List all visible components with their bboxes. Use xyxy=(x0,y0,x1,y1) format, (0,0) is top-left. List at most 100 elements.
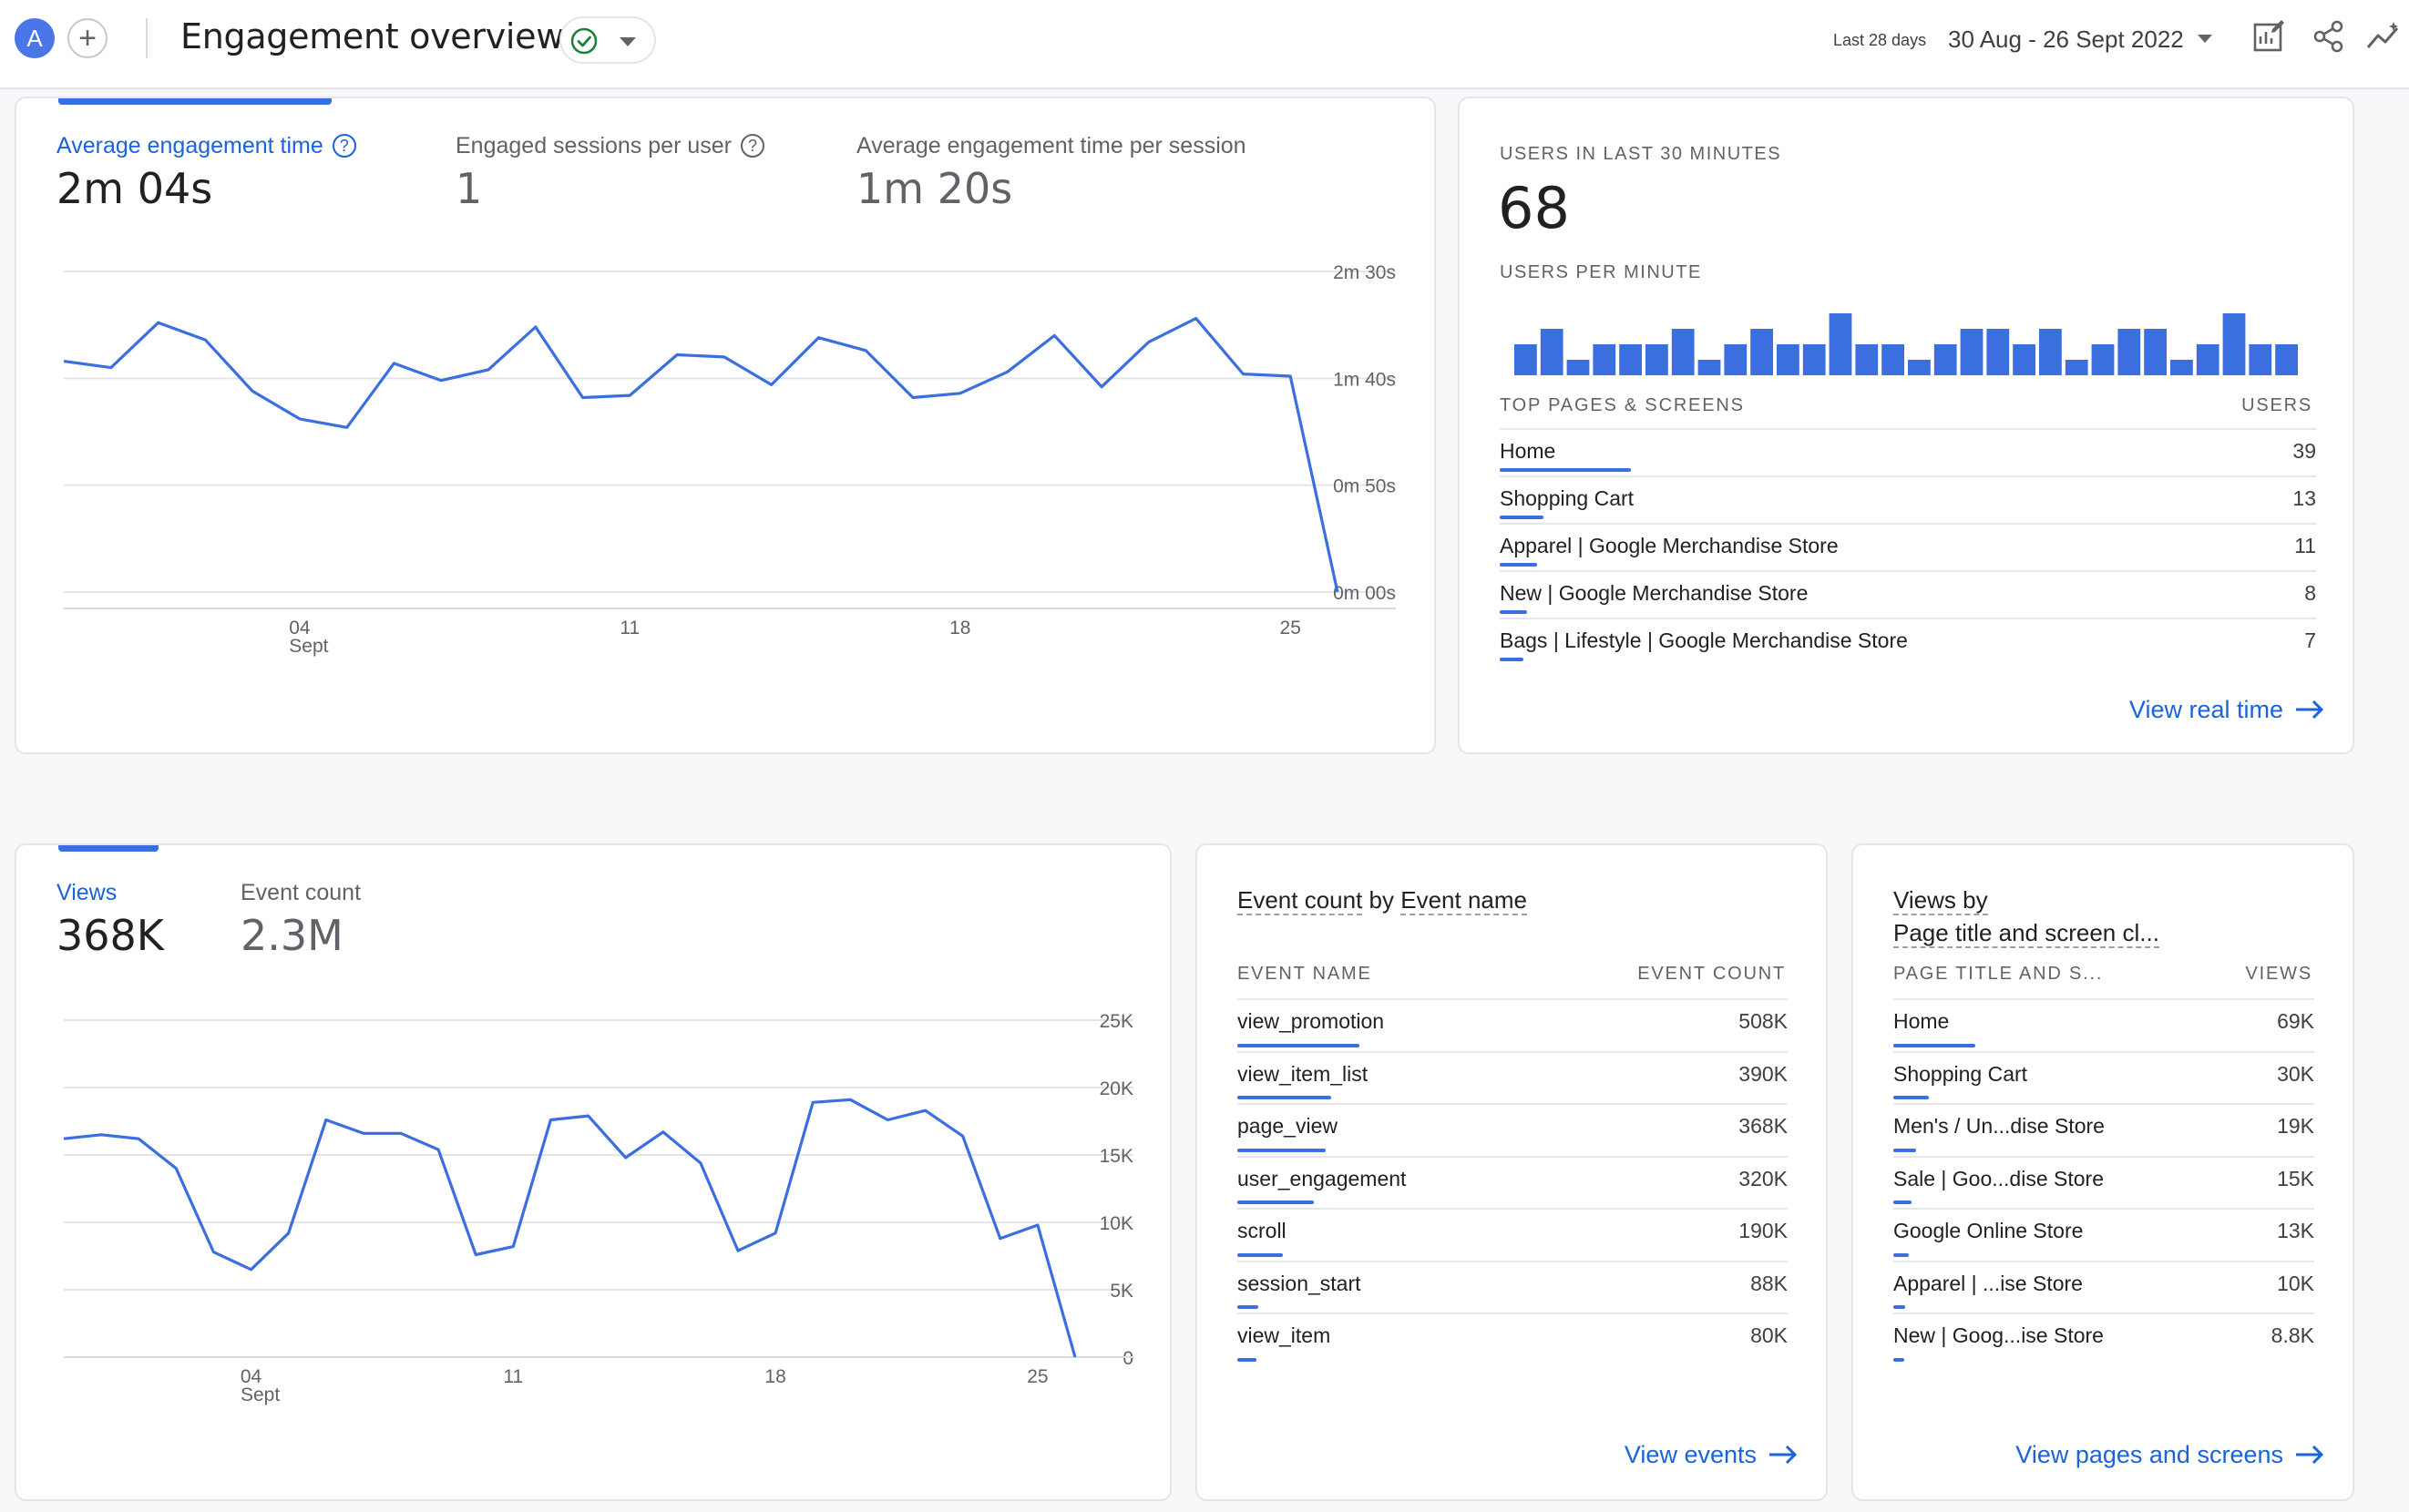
data-point[interactable] xyxy=(620,1152,631,1163)
data-point[interactable] xyxy=(358,1128,369,1139)
metric-tab-views[interactable]: Views xyxy=(56,880,118,905)
metric-tab-engaged-sessions-per-user[interactable]: Engaged sessions per user? xyxy=(456,133,764,159)
data-point[interactable] xyxy=(321,1115,332,1126)
table-row[interactable]: Shopping Cart 13 xyxy=(1500,475,2316,523)
metric-tab-event-count[interactable]: Event count xyxy=(241,880,362,905)
table-row[interactable]: Google Online Store 13K xyxy=(1893,1208,2314,1261)
data-point[interactable] xyxy=(1143,336,1154,347)
table-row[interactable]: Home 39 xyxy=(1500,428,2316,475)
minute-bar[interactable] xyxy=(2249,344,2272,375)
data-point[interactable] xyxy=(907,392,918,403)
insights-icon[interactable] xyxy=(2365,18,2402,55)
data-point[interactable] xyxy=(1049,330,1060,341)
data-point[interactable] xyxy=(247,385,258,396)
property-avatar[interactable]: A xyxy=(15,18,55,58)
table-row[interactable]: Home 69K xyxy=(1893,998,2314,1051)
minute-bar[interactable] xyxy=(1697,360,1721,375)
table-row[interactable]: New | Google Merchandise Store 8 xyxy=(1500,570,2316,618)
data-point[interactable] xyxy=(530,322,541,332)
minute-bar[interactable] xyxy=(1514,344,1537,375)
table-row[interactable]: Sale | Goo...dise Store 15K xyxy=(1893,1155,2314,1209)
minute-bar[interactable] xyxy=(1829,313,1852,375)
minute-bar[interactable] xyxy=(2013,344,2035,375)
data-point[interactable] xyxy=(1191,313,1202,324)
data-point[interactable] xyxy=(770,1228,781,1239)
data-point[interactable] xyxy=(294,414,305,424)
share-icon[interactable] xyxy=(2311,18,2347,55)
table-row[interactable]: session_start 88K xyxy=(1237,1260,1788,1313)
table-row[interactable]: Apparel | ...ise Store 10K xyxy=(1893,1260,2314,1313)
data-point[interactable] xyxy=(507,1241,518,1252)
data-point[interactable] xyxy=(671,350,682,361)
minute-bar[interactable] xyxy=(1619,344,1642,375)
customize-report-icon[interactable] xyxy=(2250,18,2287,55)
data-point[interactable] xyxy=(719,352,730,363)
minute-bar[interactable] xyxy=(1855,344,1879,375)
data-point[interactable] xyxy=(106,363,117,373)
data-point[interactable] xyxy=(658,1127,669,1138)
table-row[interactable]: view_item 80K xyxy=(1237,1313,1788,1365)
minute-bar[interactable] xyxy=(1724,344,1748,375)
table-row[interactable]: Bags | Lifestyle | Google Merchandise St… xyxy=(1500,618,2316,665)
help-icon[interactable]: ? xyxy=(332,134,356,158)
data-point[interactable] xyxy=(1332,587,1343,598)
metric-selector[interactable]: Views by xyxy=(1893,886,1988,915)
view-pages-and-screens-link[interactable]: View pages and screens xyxy=(2015,1441,2325,1469)
minute-bar[interactable] xyxy=(2144,329,2167,375)
date-range-dropdown-icon[interactable] xyxy=(2198,35,2212,43)
minute-bar[interactable] xyxy=(1960,329,1984,375)
table-row[interactable]: New | Goog...ise Store 8.8K xyxy=(1893,1313,2314,1365)
series-line[interactable] xyxy=(63,317,1339,593)
data-point[interactable] xyxy=(624,390,635,401)
dimension-selector[interactable]: Page title and screen cl... xyxy=(1893,919,2159,948)
minute-bar[interactable] xyxy=(1750,329,1773,375)
data-point[interactable] xyxy=(470,1250,481,1261)
minute-bar[interactable] xyxy=(1593,344,1616,375)
data-point[interactable] xyxy=(860,345,871,356)
data-point[interactable] xyxy=(133,1133,144,1144)
data-point[interactable] xyxy=(1070,1352,1081,1363)
minute-bar[interactable] xyxy=(1908,360,1931,375)
view-events-link[interactable]: View events xyxy=(1625,1441,1799,1469)
table-row[interactable]: Apparel | Google Merchandise Store 11 xyxy=(1500,523,2316,570)
data-point[interactable] xyxy=(170,1163,181,1174)
data-point[interactable] xyxy=(807,1097,818,1108)
data-point[interactable] xyxy=(995,1233,1006,1244)
minute-bar[interactable] xyxy=(1777,344,1799,375)
table-row[interactable]: scroll 190K xyxy=(1237,1208,1788,1261)
minute-bar[interactable] xyxy=(1986,329,2010,375)
data-point[interactable] xyxy=(1096,382,1107,393)
data-point[interactable] xyxy=(1002,366,1013,377)
data-point[interactable] xyxy=(882,1115,893,1126)
dimension-selector[interactable]: Event name xyxy=(1400,886,1527,915)
data-point[interactable] xyxy=(283,1228,294,1239)
data-point[interactable] xyxy=(395,1128,406,1139)
data-point[interactable] xyxy=(578,392,589,403)
data-point[interactable] xyxy=(695,1158,706,1169)
minute-bar[interactable] xyxy=(1933,344,1957,375)
minute-bar[interactable] xyxy=(2091,344,2115,375)
series-line[interactable] xyxy=(63,1098,1077,1358)
data-point[interactable] xyxy=(920,1105,931,1116)
data-point[interactable] xyxy=(388,358,399,369)
data-point[interactable] xyxy=(58,356,69,367)
table-row[interactable]: view_promotion 508K xyxy=(1237,998,1788,1051)
data-point[interactable] xyxy=(96,1129,107,1140)
table-row[interactable]: Shopping Cart 30K xyxy=(1893,1050,2314,1104)
data-point[interactable] xyxy=(483,364,494,375)
data-point[interactable] xyxy=(845,1094,856,1105)
table-row[interactable]: page_view 368K xyxy=(1237,1103,1788,1156)
metric-selector[interactable]: Event count xyxy=(1237,886,1363,915)
data-point[interactable] xyxy=(1237,369,1248,380)
data-point[interactable] xyxy=(1285,371,1296,382)
data-point[interactable] xyxy=(733,1245,743,1256)
minute-bar[interactable] xyxy=(2065,360,2088,375)
minute-bar[interactable] xyxy=(1540,329,1563,375)
date-range-selector[interactable]: 30 Aug - 26 Sept 2022 xyxy=(1948,26,2184,53)
minute-bar[interactable] xyxy=(2170,360,2193,375)
minute-bar[interactable] xyxy=(2117,329,2141,375)
table-row[interactable]: view_item_list 390K xyxy=(1237,1050,1788,1104)
minute-bar[interactable] xyxy=(1671,329,1695,375)
minute-bar[interactable] xyxy=(2222,313,2246,375)
table-row[interactable]: user_engagement 320K xyxy=(1237,1155,1788,1209)
